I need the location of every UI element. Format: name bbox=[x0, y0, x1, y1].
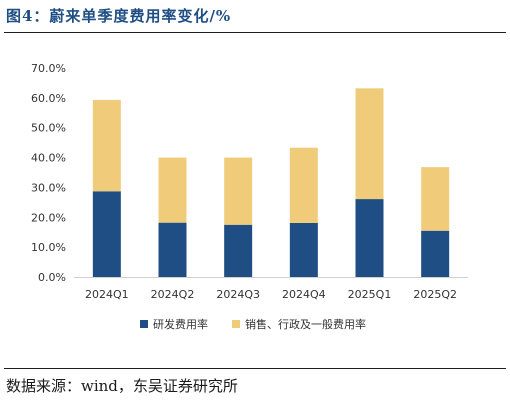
x-tick-label: 2024Q1 bbox=[85, 288, 129, 301]
y-tick-label: 70.0% bbox=[31, 62, 66, 75]
rd-bar-2025Q1 bbox=[355, 199, 384, 277]
x-tick-label: 2025Q2 bbox=[413, 288, 457, 301]
figure-title: 图4：蔚来单季度费用率变化/% bbox=[6, 7, 232, 25]
rd-bar-2025Q2 bbox=[421, 230, 450, 277]
legend-item-sga-swatch bbox=[232, 320, 240, 328]
y-tick-label: 60.0% bbox=[31, 92, 66, 105]
y-tick-label: 10.0% bbox=[31, 241, 66, 254]
stacked-bar-chart: 0.0%10.0%20.0%30.0%40.0%50.0%60.0%70.0% … bbox=[31, 62, 468, 331]
x-tick-label: 2024Q2 bbox=[151, 288, 195, 301]
x-tick-label: 2024Q4 bbox=[282, 288, 326, 301]
rd-bar-2024Q3 bbox=[224, 224, 253, 277]
y-tick-label: 50.0% bbox=[31, 122, 66, 135]
x-tick-label: 2024Q3 bbox=[216, 288, 260, 301]
source-note: 数据来源：wind，东吴证券研究所 bbox=[6, 377, 238, 395]
sga-bar-2025Q1 bbox=[355, 88, 384, 200]
legend-item-rd-label: 研发费用率 bbox=[153, 317, 208, 331]
legend-item-sga-label: 销售、行政及一般费用率 bbox=[245, 317, 366, 331]
legend-item-rd-swatch bbox=[140, 320, 148, 328]
sga-bar-2024Q1 bbox=[92, 99, 121, 192]
x-axis: 2024Q1 2024Q2 2024Q3 2024Q4 2025Q1 2025Q2 bbox=[74, 277, 468, 301]
top-rule bbox=[4, 32, 506, 33]
bottom-rule bbox=[4, 368, 506, 369]
y-tick-label: 30.0% bbox=[31, 181, 66, 194]
sga-bar-2024Q4 bbox=[289, 147, 318, 223]
x-tick-label: 2025Q1 bbox=[348, 288, 392, 301]
legend: 研发费用率 销售、行政及一般费用率 bbox=[140, 317, 366, 331]
rd-bar-2024Q2 bbox=[158, 222, 187, 277]
sga-bar-2025Q2 bbox=[421, 167, 450, 231]
y-axis: 0.0% 10.0% 20.0% 30.0% 40.0% 50.0% 60.0% 70.0% bbox=[31, 62, 66, 284]
sga-bar-2024Q3 bbox=[224, 157, 253, 225]
y-tick-label: 20.0% bbox=[31, 211, 66, 224]
bar-series bbox=[92, 88, 450, 277]
y-tick-label: 0.0% bbox=[38, 271, 66, 284]
y-tick-label: 40.0% bbox=[31, 152, 66, 165]
sga-bar-2024Q2 bbox=[158, 157, 187, 223]
rd-bar-2024Q4 bbox=[289, 222, 318, 277]
rd-bar-2024Q1 bbox=[92, 191, 121, 277]
